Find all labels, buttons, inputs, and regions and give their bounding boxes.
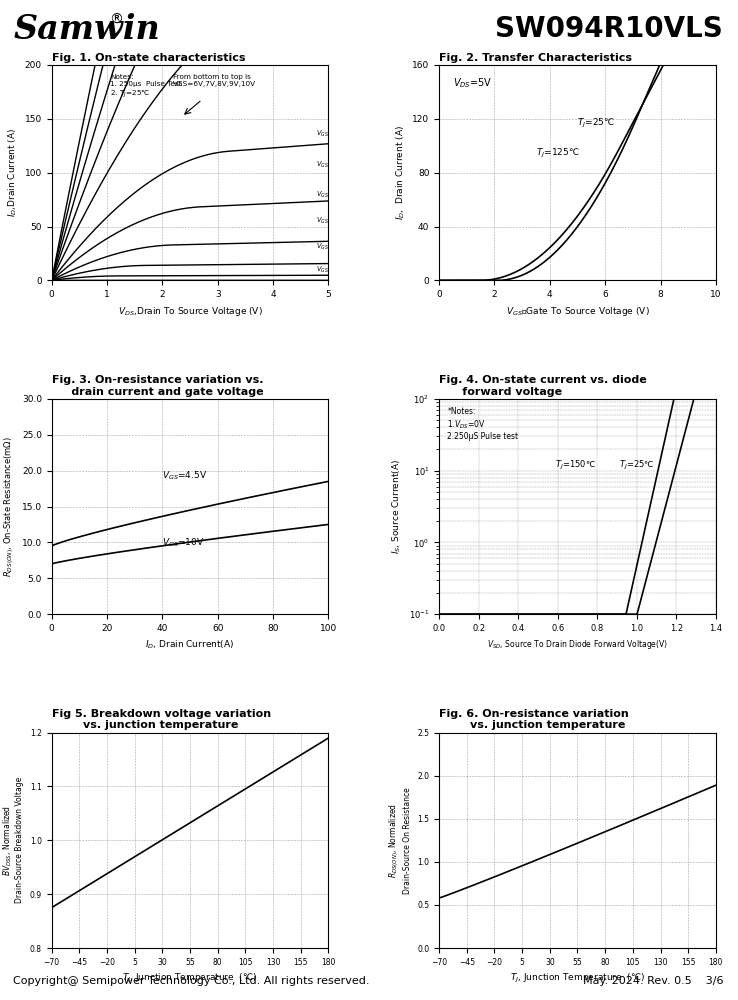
X-axis label: $V_{DS}$,Drain To Source Voltage (V): $V_{DS}$,Drain To Source Voltage (V) <box>117 305 263 318</box>
Y-axis label: $I_D$,Drain Current (A): $I_D$,Drain Current (A) <box>7 128 19 217</box>
Text: $V_{GS}$=3.5V: $V_{GS}$=3.5V <box>316 216 350 226</box>
Y-axis label: $R_{DS(ON)}$, On-State Resistance(mΩ): $R_{DS(ON)}$, On-State Resistance(mΩ) <box>2 436 16 577</box>
Text: $V_{GS}$=4V: $V_{GS}$=4V <box>316 190 343 200</box>
Text: Fig. 1. On-state characteristics: Fig. 1. On-state characteristics <box>52 53 245 63</box>
Text: Fig. 4. On-state current vs. diode
      forward voltage: Fig. 4. On-state current vs. diode forwa… <box>439 375 647 397</box>
Text: Copyright@ Semipower Technology Co., Ltd. All rights reserved.: Copyright@ Semipower Technology Co., Ltd… <box>13 976 370 986</box>
Text: $V_{GS}$=4.5V: $V_{GS}$=4.5V <box>316 160 350 170</box>
Text: $T_J$=150℃: $T_J$=150℃ <box>556 459 596 472</box>
Text: ®: ® <box>109 13 123 27</box>
X-axis label: $V_{GS}$，Gate To Source Voltage (V): $V_{GS}$，Gate To Source Voltage (V) <box>506 305 649 318</box>
X-axis label: $I_D$, Drain Current(A): $I_D$, Drain Current(A) <box>145 638 235 651</box>
Text: Fig. 3. On-resistance variation vs.
     drain current and gate voltage: Fig. 3. On-resistance variation vs. drai… <box>52 375 263 397</box>
Text: $V_{DS}$=5V: $V_{DS}$=5V <box>453 77 492 90</box>
Text: $V_{GS}$=3V: $V_{GS}$=3V <box>316 242 343 252</box>
Y-axis label: $R_{DS(ON)}$, Normalized
Drain-Source On Resistance: $R_{DS(ON)}$, Normalized Drain-Source On… <box>387 787 412 894</box>
Text: $V_{GS}$=2V: $V_{GS}$=2V <box>316 264 343 275</box>
Text: Fig. 2. Transfer Characteristics: Fig. 2. Transfer Characteristics <box>439 53 632 63</box>
Y-axis label: $I_S$, Source Current(A): $I_S$, Source Current(A) <box>390 459 403 554</box>
Text: SW094R10VLS: SW094R10VLS <box>495 15 723 43</box>
Text: Samwin: Samwin <box>13 13 160 46</box>
Text: Fig. 6. On-resistance variation
        vs. junction temperature: Fig. 6. On-resistance variation vs. junc… <box>439 709 629 730</box>
Text: $T_J$=25℃: $T_J$=25℃ <box>619 459 655 472</box>
Text: From bottom to top is
VGS=6V,7V,8V,9V,10V: From bottom to top is VGS=6V,7V,8V,9V,10… <box>173 74 257 87</box>
Text: *Notes:
1.$V_{DS}$=0V
2.250μS Pulse test: *Notes: 1.$V_{DS}$=0V 2.250μS Pulse test <box>447 407 519 441</box>
Text: $V_{GS}$=5V: $V_{GS}$=5V <box>316 129 343 139</box>
Y-axis label: $I_D$,  Drain Current (A): $I_D$, Drain Current (A) <box>394 125 407 220</box>
Text: $T_J$=25℃: $T_J$=25℃ <box>577 117 615 130</box>
Y-axis label: $BV_{DSS}$, Normalized
Drain-Source Breakdown Voltage: $BV_{DSS}$, Normalized Drain-Source Brea… <box>1 777 24 903</box>
X-axis label: $V_{SD}$, Source To Drain Diode Forward Voltage(V): $V_{SD}$, Source To Drain Diode Forward … <box>487 638 668 651</box>
Text: $V_{GS}$=10V: $V_{GS}$=10V <box>162 536 204 549</box>
X-axis label: $T_J$, Junction Temperature  (℃): $T_J$, Junction Temperature (℃) <box>123 972 258 985</box>
Text: Notes:
1. 250μs  Pulse Test
2. T$_J$=25℃: Notes: 1. 250μs Pulse Test 2. T$_J$=25℃ <box>110 74 182 100</box>
Text: $V_{GS}$=4.5V: $V_{GS}$=4.5V <box>162 470 207 482</box>
Text: Fig 5. Breakdown voltage variation
        vs. junction temperature: Fig 5. Breakdown voltage variation vs. j… <box>52 709 271 730</box>
X-axis label: $T_J$, Junction Temperature  (℃): $T_J$, Junction Temperature (℃) <box>510 972 645 985</box>
Text: $T_J$=125℃: $T_J$=125℃ <box>536 147 580 160</box>
Text: May. 2024. Rev. 0.5    3/6: May. 2024. Rev. 0.5 3/6 <box>583 976 723 986</box>
